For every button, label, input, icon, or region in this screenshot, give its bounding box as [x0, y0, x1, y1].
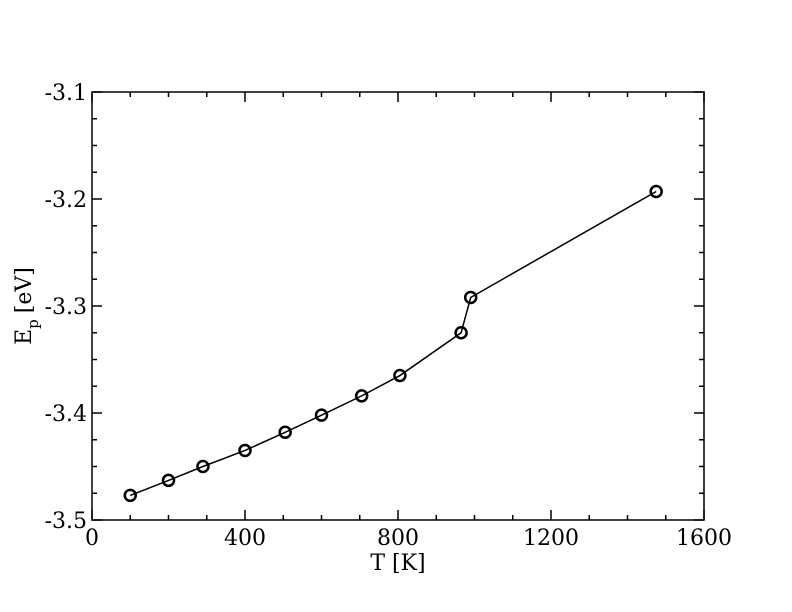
- y-tick-label: -3.4: [45, 402, 87, 427]
- data-point: [454, 326, 468, 340]
- y-axis-title-main: E: [12, 329, 37, 345]
- data-point: [393, 368, 407, 383]
- plot-area: [91, 91, 705, 521]
- series-group: [123, 184, 663, 503]
- data-point: [354, 389, 369, 403]
- y-tick-label: -3.3: [45, 295, 87, 320]
- x-tick-labels: 0 400 800 1200 1600: [85, 526, 732, 551]
- y-tick-labels: -3.5 -3.4 -3.3 -3.2 -3.1: [45, 81, 87, 534]
- x-tick-label: 1200: [523, 526, 579, 551]
- y-axis-title: Ep [eV]: [12, 267, 42, 345]
- data-point: [161, 473, 176, 488]
- x-tick-label: 1600: [676, 526, 732, 551]
- x-tick-label: 800: [377, 526, 419, 551]
- axis-ticks: [91, 91, 705, 521]
- data-point: [649, 184, 663, 199]
- plot-frame: [91, 91, 705, 521]
- x-axis-title: T [K]: [370, 551, 425, 576]
- y-tick-label: -3.5: [45, 509, 87, 534]
- data-point: [123, 488, 137, 503]
- y-axis-title-unit: [eV]: [12, 267, 37, 313]
- y-tick-label: -3.1: [45, 81, 87, 106]
- x-tick-label: 0: [85, 526, 99, 551]
- x-tick-label: 400: [224, 526, 266, 551]
- y-tick-label: -3.2: [45, 188, 87, 213]
- data-point: [278, 425, 292, 440]
- series-line: [129, 190, 657, 497]
- data-point: [463, 290, 478, 305]
- data-point: [238, 443, 252, 458]
- data-point: [196, 459, 210, 474]
- y-axis-title-sub: p: [24, 319, 42, 329]
- data-point: [314, 408, 329, 422]
